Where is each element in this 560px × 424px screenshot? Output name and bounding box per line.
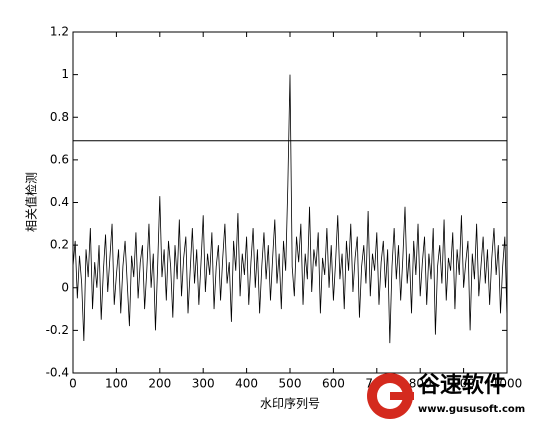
x-tick-label: 200 — [148, 377, 171, 391]
x-tick-label: 1000 — [492, 377, 523, 391]
x-tick-label: 800 — [409, 377, 432, 391]
y-tick-label: 0.4 — [50, 195, 69, 209]
x-axis-label: 水印序列号 — [260, 396, 320, 411]
x-tick-label: 0 — [69, 377, 77, 391]
x-tick-label: 900 — [452, 377, 475, 391]
watermark-logo-bar — [390, 392, 414, 400]
y-axis-label: 相关值检测 — [24, 172, 39, 232]
x-tick-label: 600 — [322, 377, 345, 391]
y-tick-label: -0.2 — [46, 323, 69, 337]
y-tick-label: 0.8 — [50, 110, 69, 124]
y-tick-label: 0 — [61, 280, 69, 294]
data-line — [72, 74, 508, 344]
x-tick-label: 500 — [279, 377, 302, 391]
watermark-brand: 谷速软件 — [418, 372, 506, 398]
x-tick-label: 400 — [235, 377, 258, 391]
y-tick-label: 0.6 — [50, 152, 69, 166]
y-tick-label: 1.2 — [50, 25, 69, 39]
y-tick-label: 1 — [61, 67, 69, 81]
x-tick-label: 300 — [192, 377, 215, 391]
y-tick-label: -0.4 — [46, 366, 69, 380]
watermark-url: www.gususoft.com — [418, 404, 525, 415]
x-tick-label: 100 — [105, 377, 128, 391]
y-tick-label: 0.2 — [50, 238, 69, 252]
watermark: 谷速软件 www.gususoft.com — [367, 372, 525, 419]
